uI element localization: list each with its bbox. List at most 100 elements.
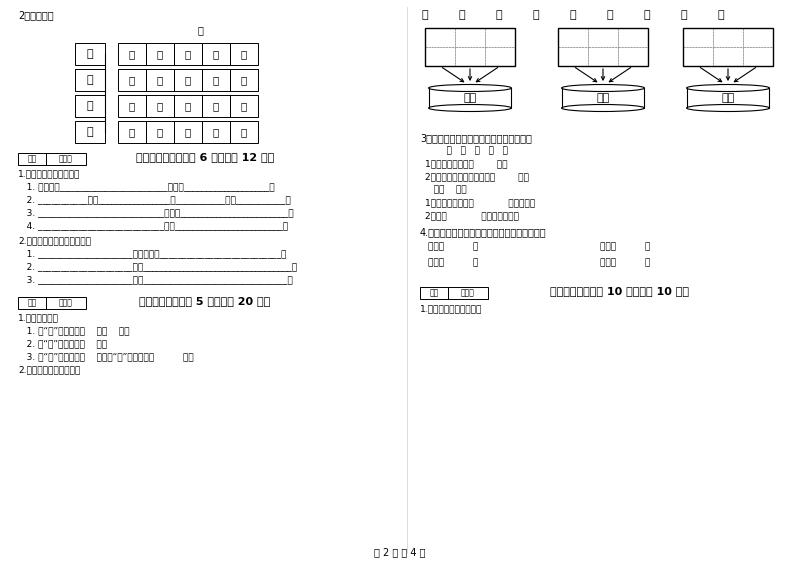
Text: 色: 色 [213,49,219,59]
Bar [429,88,511,108]
Bar [455,28,485,47]
Ellipse shape [562,85,645,92]
Text: 3．你能给下列括号里填上正确之字词吗？: 3．你能给下列括号里填上正确之字词吗？ [420,133,532,143]
Bar [425,28,515,66]
Bar [588,47,618,66]
Text: 第 2 页 共 4 页: 第 2 页 共 4 页 [374,547,426,557]
Bar [46,153,86,165]
Text: 桃花（          ）: 桃花（ ） [600,242,650,251]
Text: 3. ____________________________有一堆________________________，: 3. ____________________________有一堆______… [18,208,294,217]
Bar [420,287,448,299]
Text: 2、他（            ）为别人着想。: 2、他（ ）为别人着想。 [425,211,519,220]
Text: 不: 不 [185,127,191,137]
Bar [558,28,588,47]
Text: 春: 春 [86,75,94,85]
Text: 。: 。 [241,75,247,85]
Text: 1.小小魔术师。: 1.小小魔术师。 [18,313,59,322]
Text: 2、小白兔，我们赶快回家（        ）！: 2、小白兔，我们赶快回家（ ）！ [425,172,529,181]
Bar [146,43,174,65]
Text: 声: 声 [213,75,219,85]
Bar [425,28,455,47]
Text: 1.阅读短文，完成练习。: 1.阅读短文，完成练习。 [420,304,482,313]
Bar [75,95,105,117]
Bar [118,69,146,91]
Text: 七、阅读题（每题 10 分，共计 10 分）: 七、阅读题（每题 10 分，共计 10 分） [550,286,690,296]
Text: 看: 看 [129,49,135,59]
Bar [146,69,174,91]
Text: 2.我能让花儿开得更美。: 2.我能让花儿开得更美。 [18,365,80,374]
Text: 出: 出 [570,10,576,20]
Text: 五画: 五画 [722,93,734,103]
Bar [174,95,202,117]
Text: 无: 无 [458,10,466,20]
Text: 惊: 惊 [213,127,219,137]
Text: 得分: 得分 [27,298,37,307]
Text: 无: 无 [185,75,191,85]
Bar [202,69,230,91]
Text: 还: 还 [185,101,191,111]
Bar [174,43,202,65]
Text: 得分: 得分 [430,289,438,298]
Bar [713,47,743,66]
Bar [686,88,770,108]
Text: 评卷人: 评卷人 [59,298,73,307]
Bar [558,28,648,66]
Bar [118,121,146,143]
Text: 鸟: 鸟 [157,127,163,137]
Text: 五、补充句子（每题 6 分，共计 12 分）: 五、补充句子（每题 6 分，共计 12 分） [136,152,274,162]
Bar [743,28,773,47]
Text: 山: 山 [157,49,163,59]
Text: 。: 。 [241,127,247,137]
Text: 得分: 得分 [27,154,37,163]
Bar [562,88,645,108]
Bar [618,47,648,66]
Text: ，: ， [241,101,247,111]
Bar [425,47,455,66]
Bar [230,95,258,117]
Text: 4. ____________________________已经________________________，: 4. ____________________________已经_______… [18,221,288,230]
Text: 1.我会把句子补充完整。: 1.我会把句子补充完整。 [18,169,80,178]
Bar [75,43,105,65]
Bar [174,69,202,91]
Text: 长: 长 [644,10,650,20]
Text: 3. 给“十”加一笔是（    ），给“十”加两笔是（          ）。: 3. 给“十”加一笔是（ ），给“十”加两笔是（ ）。 [18,352,194,361]
Bar [713,28,743,47]
Bar [202,121,230,143]
Text: 花: 花 [157,101,163,111]
Bar [558,47,588,66]
Text: 1. 大家一边________________________，一边___________________，: 1. 大家一边________________________，一边______… [18,182,274,191]
Bar [146,95,174,117]
Bar [618,28,648,47]
Text: 4.请在括号里写出下面植物是哪个季节开花的。: 4.请在括号里写出下面植物是哪个季节开花的。 [420,227,546,237]
Text: 水: 水 [157,75,163,85]
Bar [743,47,773,66]
Bar [46,297,86,309]
Bar [683,28,773,66]
Text: 有: 有 [185,49,191,59]
Ellipse shape [686,105,770,111]
Text: 2. _____________________应该_________________________________，: 2. _____________________应该______________… [18,262,297,271]
Text: 也: 也 [533,10,539,20]
Text: 1、这是怎么回事（        ）？: 1、这是怎么回事（ ）？ [425,159,507,168]
Bar [230,121,258,143]
Text: 到处    处处: 到处 处处 [425,185,466,194]
Text: 1. _____________________十分用心地___________________________，: 1. _____________________十分用心地___________… [18,249,286,258]
Bar [18,153,46,165]
Text: 荷花（          ）: 荷花（ ） [600,258,650,267]
Bar [230,43,258,65]
Text: 子: 子 [422,10,428,20]
Text: 目: 目 [496,10,502,20]
Text: 马: 马 [718,10,724,20]
Text: 鸣   呢   哼   吧   哦: 鸣 呢 哼 吧 哦 [435,146,508,155]
Text: 六、综合题（每题 5 分，共计 20 分）: 六、综合题（每题 5 分，共计 20 分） [139,296,270,306]
Text: 杜花（          ）: 杜花（ ） [428,242,478,251]
Bar [146,121,174,143]
Text: 评卷人: 评卷人 [59,154,73,163]
Text: 组: 组 [197,25,203,35]
Bar [118,95,146,117]
Text: 去: 去 [129,101,135,111]
Text: 在: 在 [213,101,219,111]
Bar [448,287,488,299]
Text: 头: 头 [681,10,687,20]
Text: 1、乌鸦口渴了，（            ）找水喝。: 1、乌鸦口渴了，（ ）找水喝。 [425,198,535,207]
